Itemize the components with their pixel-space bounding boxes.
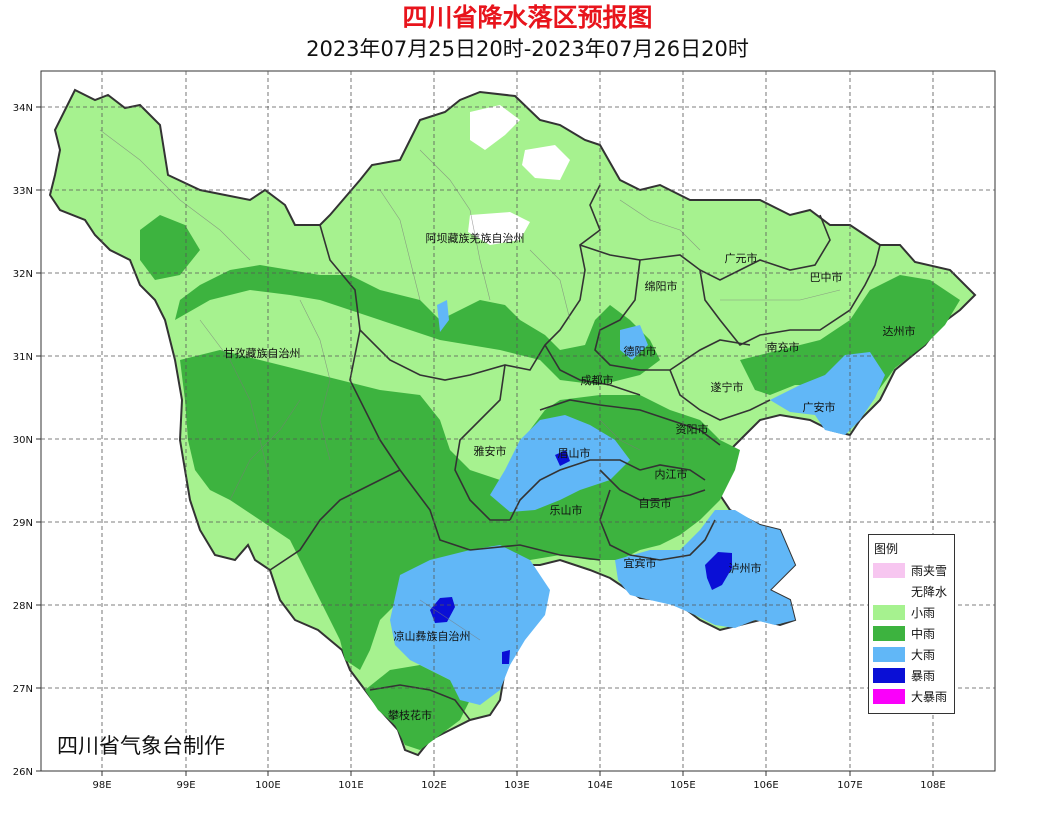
legend-item-light-rain: 小雨: [873, 602, 954, 623]
legend-item-heavy-rainstorm: 大暴雨: [873, 686, 954, 707]
legend-title: 图例: [874, 542, 899, 556]
lat-label: 26N: [13, 767, 33, 778]
legend-swatch: [873, 605, 905, 620]
city-label: 宜宾市: [624, 556, 657, 570]
prefecture-boundaries: [269, 184, 881, 721]
city-label: 内江市: [655, 467, 688, 481]
city-label: 巴中市: [810, 270, 843, 284]
legend: 图例 雨夹雪 无降水 小雨 中雨 大雨 暴雨 大暴雨: [868, 534, 955, 714]
city-label: 广元市: [725, 251, 758, 265]
city-label: 绵阳市: [645, 279, 678, 293]
lon-label: 108E: [920, 780, 945, 791]
axis-ticks: [36, 106, 934, 776]
lat-label: 34N: [13, 103, 33, 114]
legend-label: 小雨: [911, 606, 936, 620]
lon-label: 104E: [587, 780, 612, 791]
lon-label: 101E: [338, 780, 363, 791]
legend-swatch: [873, 584, 905, 599]
lon-label: 107E: [837, 780, 862, 791]
lat-label: 28N: [13, 601, 33, 612]
legend-swatch: [873, 689, 905, 704]
city-label: 自贡市: [639, 496, 672, 510]
city-label: 攀枝花市: [388, 708, 432, 722]
city-label: 遂宁市: [711, 380, 744, 394]
city-label: 乐山市: [550, 503, 583, 517]
city-label: 资阳市: [676, 422, 709, 436]
lon-label: 98E: [92, 780, 111, 791]
legend-item-heavy-rain: 大雨: [873, 644, 954, 665]
city-label: 达州市: [883, 324, 916, 338]
lat-label: 30N: [13, 435, 33, 446]
no-rain-area: [468, 212, 530, 245]
city-label: 广安市: [803, 400, 836, 414]
city-label: 凉山彝族自治州: [394, 629, 471, 643]
legend-item-sleet: 雨夹雪: [873, 560, 954, 581]
legend-label: 雨夹雪: [911, 564, 948, 578]
lon-label: 102E: [421, 780, 446, 791]
lat-label: 31N: [13, 352, 33, 363]
moderate-rain-area: [140, 215, 200, 280]
heavy-rain-area: [770, 352, 885, 435]
city-label: 泸州市: [729, 561, 762, 575]
legend-swatch: [873, 563, 905, 578]
city-label: 甘孜藏族自治州: [224, 346, 301, 360]
city-label: 阿坝藏族羌族自治州: [426, 231, 525, 245]
city-label: 雅安市: [474, 444, 507, 458]
legend-swatch: [873, 647, 905, 662]
legend-item-rainstorm: 暴雨: [873, 665, 954, 686]
legend-label: 暴雨: [911, 669, 936, 683]
legend-label: 中雨: [911, 627, 936, 641]
lat-label: 32N: [13, 269, 33, 280]
city-label: 成都市: [581, 373, 614, 387]
legend-item-no-rain: 无降水: [873, 581, 954, 602]
no-rain-area: [470, 105, 520, 150]
lon-label: 100E: [255, 780, 280, 791]
heavy-rain-area: [620, 325, 648, 360]
heavy-rain-area: [390, 545, 550, 705]
heavy-rain-area: [437, 300, 449, 332]
no-rain-area: [522, 145, 570, 180]
producer-credit: 四川省气象台制作: [57, 734, 225, 758]
county-boundaries: [99, 129, 841, 641]
heavy-rain-area: [615, 510, 795, 628]
lon-label: 105E: [670, 780, 695, 791]
lon-label: 103E: [504, 780, 529, 791]
lat-label: 27N: [13, 684, 33, 695]
city-label: 眉山市: [558, 446, 591, 460]
rainstorm-area: [555, 450, 570, 466]
lat-label: 33N: [13, 186, 33, 197]
rainstorm-area: [705, 552, 732, 590]
map-title: 四川省降水落区预报图: [402, 3, 653, 32]
legend-item-moderate-rain: 中雨: [873, 623, 954, 644]
legend-label: 无降水: [911, 585, 948, 599]
lon-label: 99E: [176, 780, 195, 791]
legend-swatch: [873, 668, 905, 683]
city-label: 南充市: [767, 340, 800, 354]
lat-label: 29N: [13, 518, 33, 529]
rainstorm-area: [430, 597, 455, 623]
legend-label: 大雨: [911, 648, 936, 662]
legend-label: 大暴雨: [911, 690, 948, 704]
forecast-period: 2023年07月25日20时-2023年07月26日20时: [306, 37, 749, 61]
lon-label: 106E: [753, 780, 778, 791]
legend-swatch: [873, 626, 905, 641]
city-label: 德阳市: [624, 344, 657, 358]
rainstorm-area: [502, 650, 510, 664]
